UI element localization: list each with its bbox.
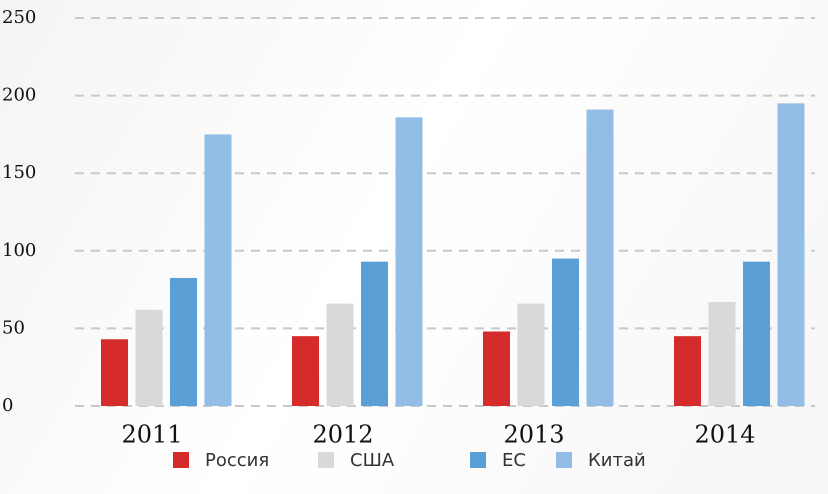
legend-swatch — [318, 452, 334, 468]
y-tick-label: 250 — [2, 7, 36, 28]
y-tick-label: 0 — [2, 395, 13, 416]
bar — [204, 134, 232, 406]
bar — [326, 303, 354, 406]
bar — [777, 103, 805, 407]
x-tick-label: 2013 — [503, 421, 564, 449]
bar — [395, 117, 423, 406]
bar — [586, 109, 614, 407]
y-tick-label: 200 — [2, 85, 36, 106]
bar — [674, 336, 701, 406]
bar — [708, 302, 736, 406]
legend-swatch — [556, 452, 572, 468]
x-tick-label: 2011 — [121, 421, 182, 449]
bar — [552, 258, 579, 406]
y-tick-label: 50 — [2, 317, 25, 338]
legend-label: ЕС — [502, 450, 526, 471]
bar — [135, 309, 163, 406]
bar — [361, 261, 388, 406]
x-tick-label: 2012 — [312, 421, 373, 449]
bar — [517, 303, 545, 406]
legend-swatch — [173, 452, 189, 468]
bar — [483, 331, 510, 406]
y-tick-label: 150 — [2, 162, 36, 183]
legend-label: Россия — [205, 450, 269, 471]
x-tick-label: 2014 — [694, 421, 755, 449]
bar — [101, 339, 128, 406]
bar — [170, 277, 197, 406]
legend-label: США — [350, 450, 395, 471]
bar — [743, 261, 770, 406]
legend-swatch — [470, 452, 486, 468]
bar — [292, 336, 319, 406]
legend-label: Китай — [588, 450, 646, 471]
y-tick-label: 100 — [2, 240, 36, 261]
